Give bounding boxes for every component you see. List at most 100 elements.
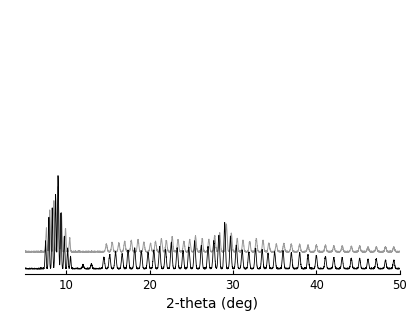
Point xyxy=(293,208,300,213)
Point xyxy=(278,249,285,254)
Point xyxy=(211,187,217,192)
Point xyxy=(46,249,52,254)
Point xyxy=(75,234,82,239)
Point xyxy=(46,239,52,244)
Point xyxy=(218,218,225,223)
Point xyxy=(338,197,344,203)
Point xyxy=(383,223,390,228)
Point xyxy=(113,172,119,177)
Point xyxy=(83,260,90,265)
Point xyxy=(166,254,172,259)
Point xyxy=(196,265,202,270)
Point xyxy=(196,197,202,203)
Point xyxy=(166,265,172,270)
Point xyxy=(180,260,187,265)
Point xyxy=(158,249,165,254)
Point xyxy=(113,177,119,182)
Point xyxy=(248,192,255,197)
Point xyxy=(241,203,247,208)
Point xyxy=(113,218,119,223)
Point xyxy=(278,192,285,197)
Point xyxy=(316,239,322,244)
Point xyxy=(233,249,240,254)
Point xyxy=(173,172,180,177)
Point xyxy=(338,244,344,249)
Point xyxy=(30,167,37,172)
Point xyxy=(128,182,135,187)
Point xyxy=(218,203,225,208)
Point xyxy=(23,208,30,213)
Point xyxy=(308,192,315,197)
Point xyxy=(211,177,217,182)
Point xyxy=(166,244,172,249)
Point xyxy=(346,239,352,244)
Point xyxy=(91,218,97,223)
Point xyxy=(383,177,390,182)
Point xyxy=(83,249,90,254)
Point xyxy=(375,197,382,203)
Point xyxy=(46,234,52,239)
Point xyxy=(241,182,247,187)
Point xyxy=(38,234,44,239)
Point xyxy=(203,192,210,197)
Point xyxy=(233,213,240,218)
Point xyxy=(346,172,352,177)
Point xyxy=(375,177,382,182)
Point xyxy=(188,192,194,197)
Point xyxy=(316,182,322,187)
Point xyxy=(323,192,330,197)
Point xyxy=(225,197,232,203)
Point xyxy=(225,218,232,223)
Point xyxy=(196,177,202,182)
Point xyxy=(75,167,82,172)
Point xyxy=(196,223,202,228)
Point xyxy=(46,167,52,172)
Point xyxy=(98,172,105,177)
Point xyxy=(143,187,150,192)
Point xyxy=(30,187,37,192)
Point xyxy=(241,239,247,244)
Point xyxy=(83,265,90,270)
Point xyxy=(211,213,217,218)
Point xyxy=(293,177,300,182)
Point xyxy=(218,260,225,265)
Point xyxy=(203,265,210,270)
Point xyxy=(61,187,67,192)
Point xyxy=(316,192,322,197)
Point xyxy=(143,172,150,177)
Point xyxy=(278,197,285,203)
Point xyxy=(271,234,277,239)
Point xyxy=(316,228,322,234)
Point xyxy=(338,203,344,208)
Point xyxy=(353,234,360,239)
Point xyxy=(23,260,30,265)
Point xyxy=(271,172,277,177)
Point xyxy=(248,197,255,203)
Point xyxy=(91,223,97,228)
Point xyxy=(128,213,135,218)
Point xyxy=(368,249,375,254)
Point xyxy=(338,254,344,259)
Point xyxy=(368,203,375,208)
Point xyxy=(180,228,187,234)
Point xyxy=(308,177,315,182)
Point xyxy=(150,208,157,213)
Point xyxy=(38,223,44,228)
Point xyxy=(30,177,37,182)
Point xyxy=(98,218,105,223)
Point xyxy=(121,197,127,203)
Point xyxy=(121,218,127,223)
Point xyxy=(278,172,285,177)
Point xyxy=(323,187,330,192)
Point xyxy=(233,192,240,197)
Point xyxy=(23,254,30,259)
Point xyxy=(360,244,367,249)
Point xyxy=(203,244,210,249)
Point xyxy=(136,203,142,208)
Point xyxy=(375,234,382,239)
Point xyxy=(353,177,360,182)
Point xyxy=(23,177,30,182)
Point xyxy=(330,197,337,203)
Point xyxy=(271,228,277,234)
Point xyxy=(338,260,344,265)
